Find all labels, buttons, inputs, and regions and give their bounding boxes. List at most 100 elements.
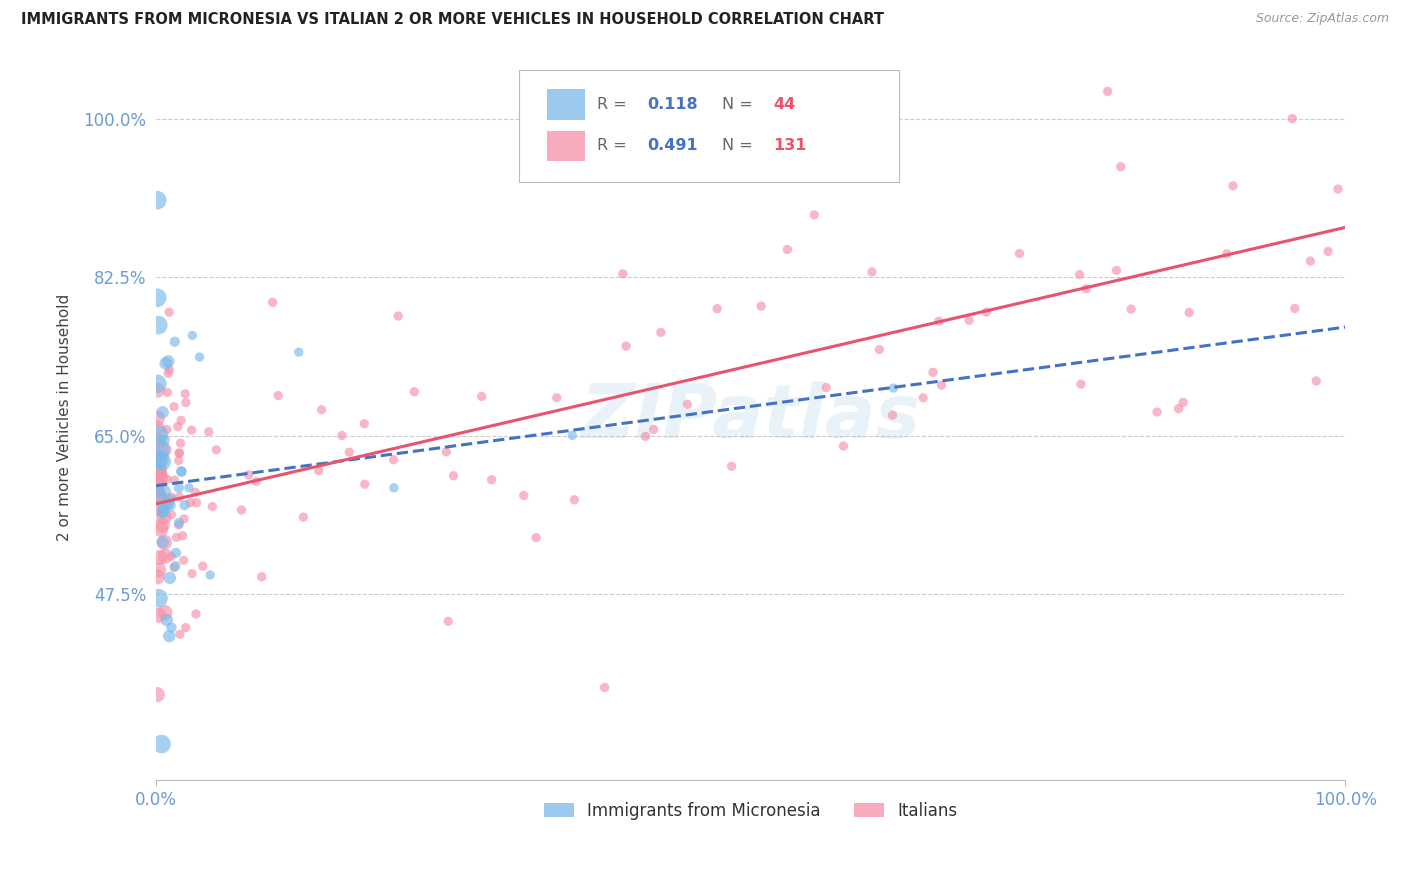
Point bbox=[174, 395, 197, 409]
Point bbox=[148, 427, 170, 442]
Point bbox=[166, 419, 188, 434]
Point bbox=[169, 446, 191, 460]
FancyBboxPatch shape bbox=[547, 130, 585, 161]
Point bbox=[146, 501, 169, 516]
Point bbox=[160, 490, 183, 504]
Point bbox=[146, 489, 169, 503]
Point bbox=[1105, 263, 1128, 277]
Point bbox=[165, 546, 187, 560]
Point bbox=[1222, 178, 1244, 193]
Text: 0.491: 0.491 bbox=[647, 138, 697, 153]
Text: 44: 44 bbox=[773, 97, 796, 112]
Point bbox=[676, 397, 699, 411]
Point bbox=[1327, 182, 1350, 196]
Point bbox=[564, 492, 586, 507]
Point bbox=[928, 314, 950, 328]
Point bbox=[152, 504, 174, 518]
Point bbox=[157, 354, 180, 368]
Point bbox=[156, 497, 179, 511]
Point bbox=[173, 512, 195, 526]
Point bbox=[245, 475, 267, 489]
Point bbox=[815, 381, 838, 395]
Point bbox=[1074, 282, 1097, 296]
Point bbox=[180, 423, 202, 437]
Point bbox=[912, 391, 935, 405]
Point bbox=[159, 498, 181, 512]
Point bbox=[157, 305, 180, 319]
Point bbox=[160, 621, 183, 635]
Point bbox=[148, 608, 170, 623]
Point bbox=[292, 510, 315, 524]
Point bbox=[148, 563, 170, 577]
Point bbox=[150, 737, 173, 751]
Point bbox=[167, 453, 190, 467]
Point bbox=[868, 343, 890, 357]
Point bbox=[387, 309, 409, 323]
Legend: Immigrants from Micronesia, Italians: Immigrants from Micronesia, Italians bbox=[537, 795, 965, 826]
Point bbox=[720, 459, 742, 474]
Point bbox=[882, 381, 904, 395]
FancyBboxPatch shape bbox=[519, 70, 900, 182]
Point bbox=[179, 496, 201, 510]
Point bbox=[308, 464, 330, 478]
Text: N =: N = bbox=[723, 138, 758, 153]
Point bbox=[170, 413, 193, 427]
Point bbox=[198, 568, 221, 582]
Point bbox=[1173, 395, 1195, 409]
Point bbox=[287, 345, 309, 359]
Point bbox=[165, 530, 187, 544]
Point bbox=[1167, 401, 1189, 416]
Point bbox=[922, 365, 945, 379]
Point bbox=[152, 405, 174, 419]
Point bbox=[170, 464, 193, 478]
Point bbox=[860, 265, 883, 279]
Point bbox=[1178, 305, 1201, 319]
Point bbox=[1008, 246, 1031, 260]
Point bbox=[167, 516, 190, 530]
Point bbox=[437, 615, 460, 629]
Point bbox=[957, 313, 980, 327]
Point bbox=[160, 508, 183, 522]
Point bbox=[155, 356, 177, 370]
Point bbox=[238, 467, 260, 482]
FancyBboxPatch shape bbox=[547, 89, 585, 120]
Point bbox=[643, 422, 665, 436]
Point bbox=[634, 429, 657, 443]
Point bbox=[153, 484, 176, 499]
Point bbox=[197, 425, 219, 439]
Point bbox=[471, 389, 494, 403]
Point bbox=[152, 500, 174, 515]
Point bbox=[157, 362, 180, 376]
Text: N =: N = bbox=[723, 97, 758, 112]
Point bbox=[250, 570, 273, 584]
Point bbox=[614, 339, 637, 353]
Point bbox=[160, 549, 183, 564]
Point bbox=[148, 467, 170, 482]
Point bbox=[169, 627, 191, 641]
Point bbox=[1069, 268, 1091, 282]
Point bbox=[382, 452, 405, 467]
Point bbox=[152, 433, 174, 447]
Point bbox=[330, 428, 353, 442]
Point bbox=[337, 445, 360, 459]
Point bbox=[311, 402, 333, 417]
Point bbox=[163, 473, 186, 487]
Point bbox=[148, 591, 170, 606]
Point bbox=[146, 376, 169, 391]
Point bbox=[148, 478, 170, 492]
Point bbox=[434, 444, 457, 458]
Point bbox=[163, 400, 186, 414]
Point bbox=[650, 326, 672, 340]
Point bbox=[163, 560, 186, 574]
Point bbox=[153, 442, 176, 457]
Point bbox=[146, 688, 169, 702]
Point bbox=[146, 453, 169, 467]
Point bbox=[172, 529, 194, 543]
Point bbox=[165, 558, 187, 573]
Point bbox=[173, 553, 195, 567]
Point bbox=[149, 550, 172, 565]
Y-axis label: 2 or more Vehicles in Household: 2 or more Vehicles in Household bbox=[58, 294, 72, 541]
Point bbox=[159, 492, 181, 507]
Text: ZIPatlas: ZIPatlas bbox=[581, 381, 921, 454]
Point bbox=[353, 417, 375, 431]
